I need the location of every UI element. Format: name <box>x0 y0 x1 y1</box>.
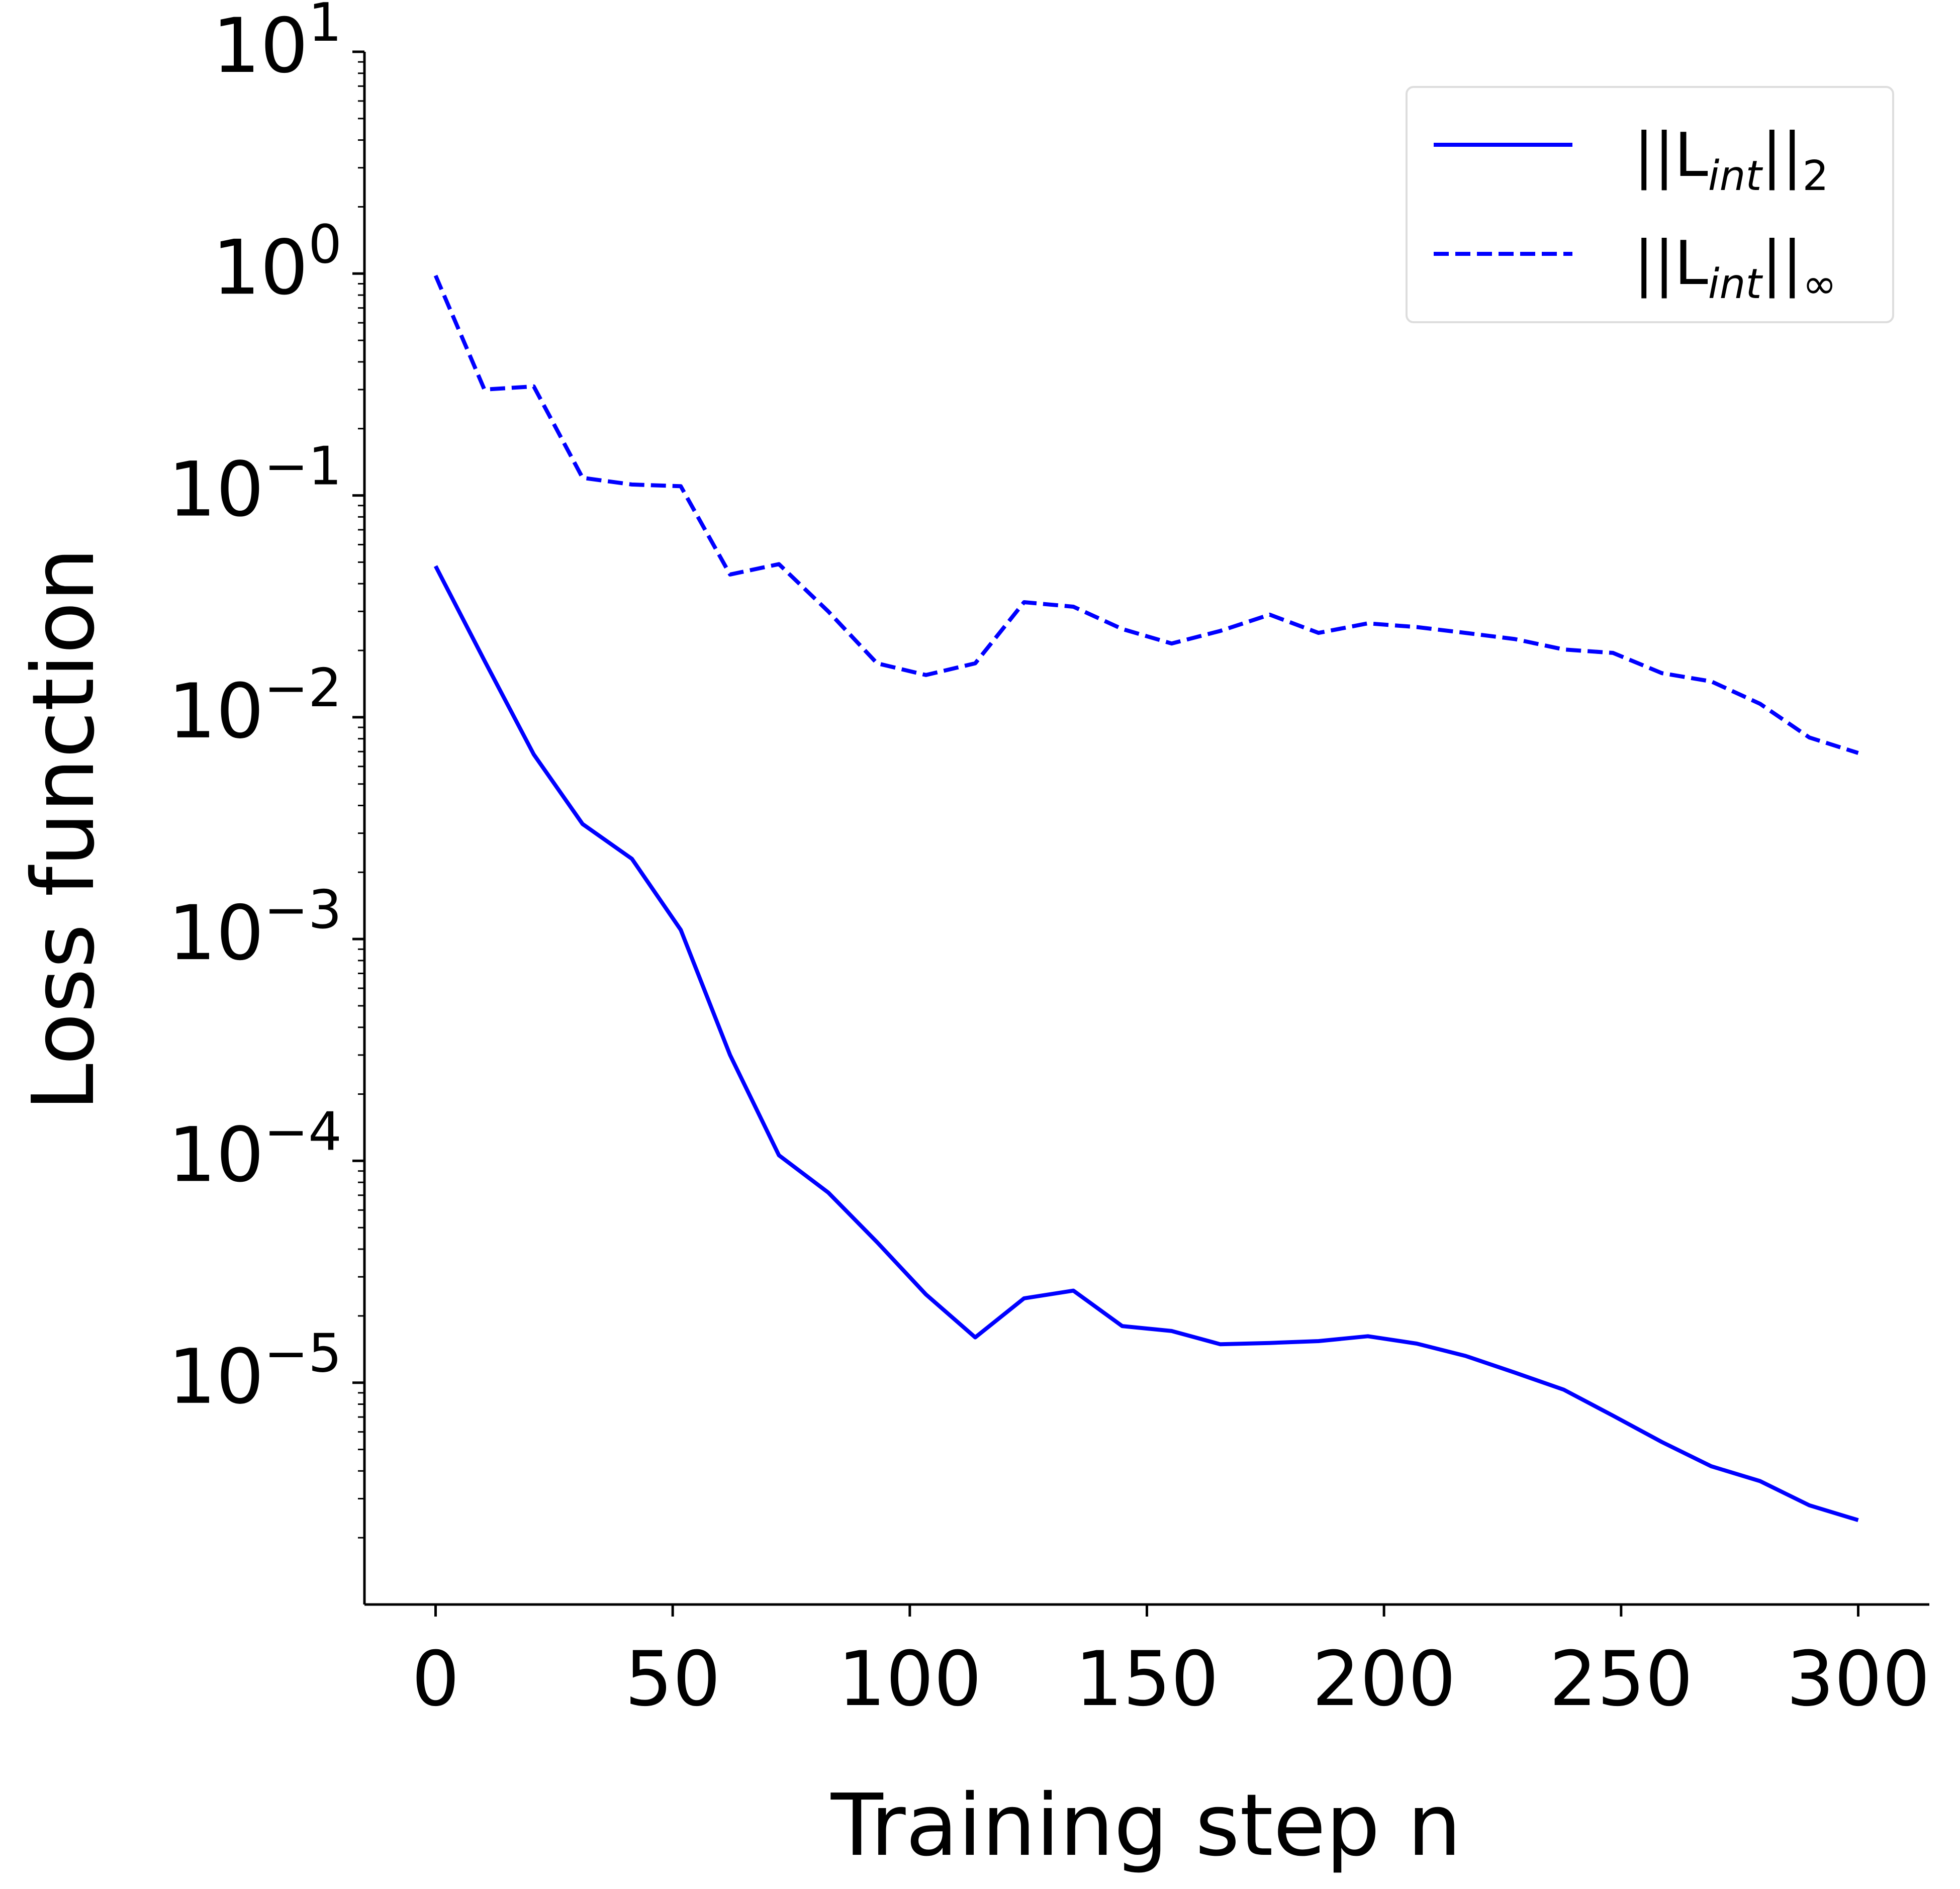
x-tick-label: 250 <box>1549 1636 1693 1723</box>
y-tick-label: 10−2 <box>168 657 342 755</box>
x-tick-label: 300 <box>1786 1636 1930 1723</box>
y-tick-label: 10−1 <box>168 436 342 534</box>
x-axis-label: Training step n <box>830 1776 1461 1875</box>
y-tick-label: 10−3 <box>168 879 342 977</box>
x-tick-label: 150 <box>1075 1636 1219 1723</box>
plot-area: 0 50 100 150 200 250 300 101 100 10−1 10−2 10−3 10−4… <box>168 0 1930 1723</box>
x-tick-label: 100 <box>838 1636 982 1723</box>
series-line-linf <box>433 274 1859 755</box>
y-tick-label: 10−4 <box>168 1101 342 1199</box>
series-layer <box>433 274 1859 1523</box>
y-tick-label: 101 <box>212 0 342 90</box>
x-tick-label: 50 <box>625 1636 721 1723</box>
series-line-l2 <box>433 565 1859 1523</box>
y-axis-label: Loss function <box>14 547 114 1111</box>
x-tick-label: 0 <box>412 1636 459 1723</box>
y-tick-label: 10−5 <box>168 1323 342 1421</box>
legend: ||Lint||2 ||Lint||∞ <box>1406 86 1894 323</box>
legend-entry-linf: ||Lint||∞ <box>1634 229 1837 308</box>
ticks-layer: 0 50 100 150 200 250 300 101 100 10−1 10−2 10−3 10−4… <box>168 0 1930 1723</box>
legend-entry-l2: ||Lint||2 <box>1634 121 1829 200</box>
y-tick-label: 100 <box>212 214 342 312</box>
x-tick-label: 200 <box>1312 1636 1456 1723</box>
